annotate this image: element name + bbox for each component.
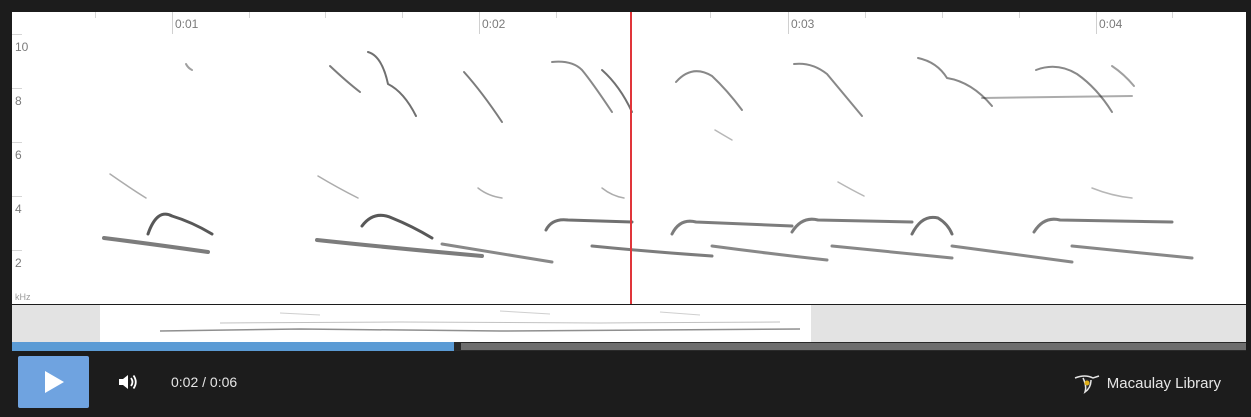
play-icon bbox=[45, 371, 64, 393]
time-tick-label: 0:02 bbox=[482, 17, 506, 31]
freq-label: 10 bbox=[15, 40, 29, 54]
time-display: 0:02 / 0:06 bbox=[171, 374, 238, 390]
freq-tick bbox=[12, 196, 22, 197]
minor-tick bbox=[95, 12, 96, 18]
time-tick-line bbox=[1096, 12, 1097, 34]
time-tick-label: 0:04 bbox=[1099, 17, 1123, 31]
overview-strip[interactable] bbox=[12, 305, 1246, 342]
freq-tick bbox=[12, 142, 22, 143]
minor-tick bbox=[556, 12, 557, 18]
brand[interactable]: Macaulay Library bbox=[1073, 371, 1221, 395]
minor-tick bbox=[710, 12, 711, 18]
progress-played bbox=[12, 342, 454, 351]
overview-waveform bbox=[159, 310, 801, 332]
time-tick-line bbox=[479, 12, 480, 34]
spectrogram[interactable]: 0:01 0:02 0:03 0:04 10 8 6 4 2 kHz bbox=[12, 12, 1246, 304]
time-ruler: 0:01 0:02 0:03 0:04 bbox=[12, 12, 1246, 34]
freq-label: 2 bbox=[15, 256, 22, 270]
time-tick-line bbox=[172, 12, 173, 34]
freq-tick bbox=[12, 34, 22, 35]
minor-tick bbox=[325, 12, 326, 18]
minor-tick bbox=[1019, 12, 1020, 18]
minor-tick bbox=[402, 12, 403, 18]
volume-icon bbox=[119, 374, 137, 390]
playhead-marker[interactable] bbox=[630, 12, 632, 304]
spectrogram-image bbox=[102, 51, 1194, 264]
controls-bar: 0:02 / 0:06 Macaulay Library bbox=[12, 351, 1246, 413]
freq-label: 6 bbox=[15, 148, 22, 162]
brand-name: Macaulay Library bbox=[1106, 374, 1221, 392]
overview-visible-window[interactable] bbox=[100, 305, 811, 342]
time-tick-line bbox=[788, 12, 789, 34]
progress-bar[interactable] bbox=[12, 342, 1246, 351]
macaulay-bird-logo bbox=[1074, 375, 1100, 394]
minor-tick bbox=[249, 12, 250, 18]
time-tick-label: 0:03 bbox=[791, 17, 815, 31]
freq-label: 8 bbox=[15, 94, 22, 108]
freq-tick bbox=[12, 88, 22, 89]
freq-tick bbox=[12, 250, 22, 251]
progress-buffered bbox=[461, 343, 1246, 350]
time-tick-label: 0:01 bbox=[175, 17, 199, 31]
play-button[interactable] bbox=[18, 356, 89, 408]
freq-unit-label: kHz bbox=[15, 292, 31, 302]
minor-tick bbox=[942, 12, 943, 18]
volume-button[interactable] bbox=[118, 373, 138, 391]
freq-label: 4 bbox=[15, 202, 22, 216]
minor-tick bbox=[1172, 12, 1173, 18]
minor-tick bbox=[865, 12, 866, 18]
